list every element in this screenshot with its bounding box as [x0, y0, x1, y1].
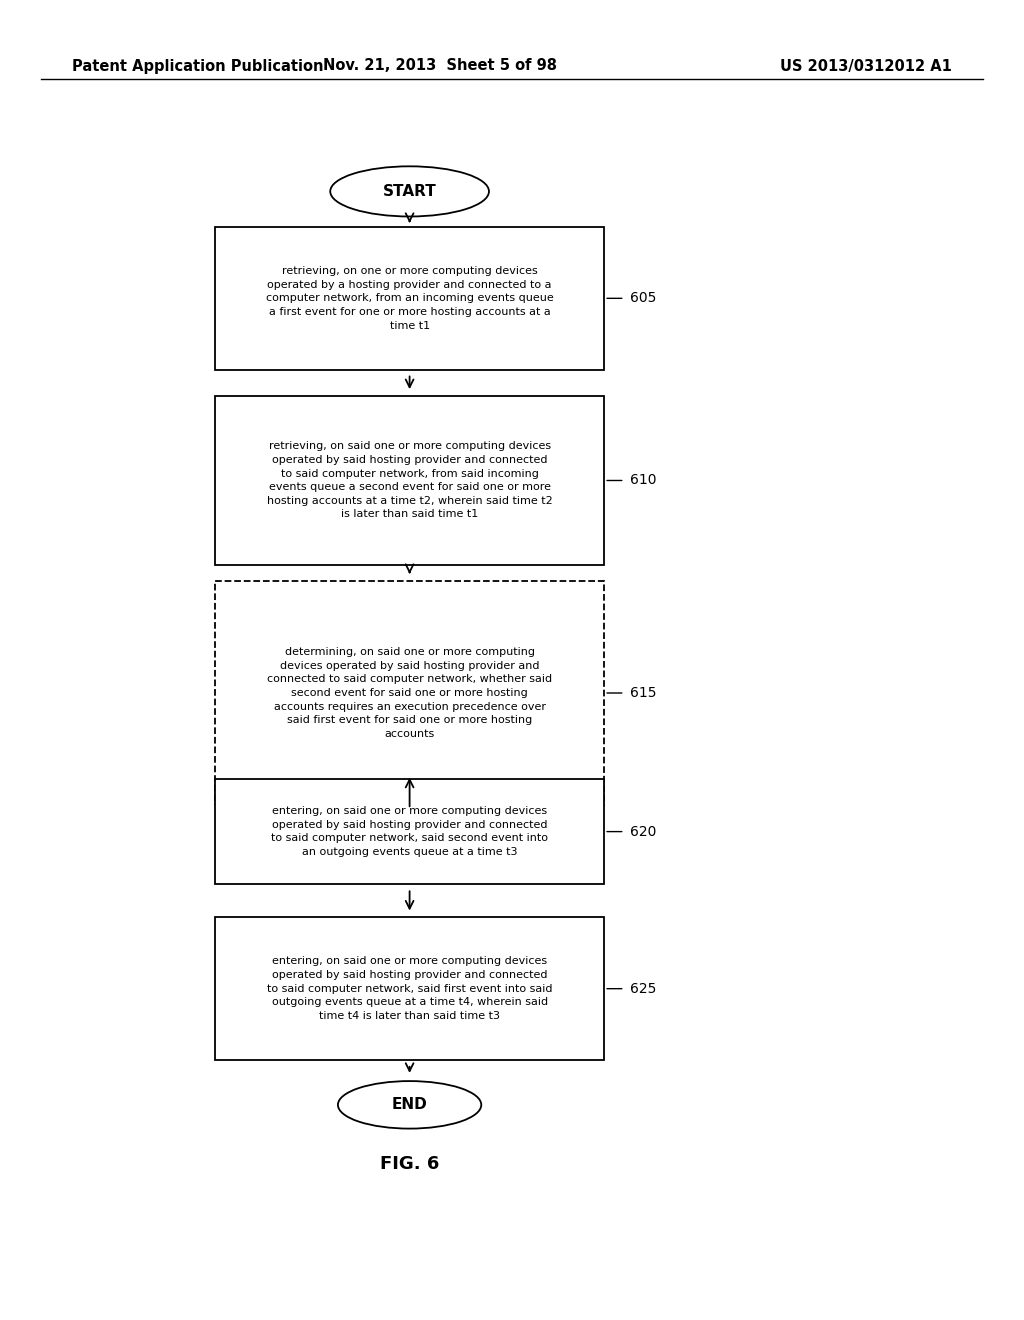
- FancyBboxPatch shape: [215, 581, 604, 805]
- Text: 615: 615: [630, 686, 656, 700]
- Text: 620: 620: [630, 825, 656, 838]
- Text: 605: 605: [630, 292, 656, 305]
- FancyBboxPatch shape: [215, 227, 604, 370]
- Text: determining, on said one or more computing
devices operated by said hosting prov: determining, on said one or more computi…: [267, 647, 552, 739]
- Text: START: START: [383, 183, 436, 199]
- Text: retrieving, on one or more computing devices
operated by a hosting provider and : retrieving, on one or more computing dev…: [265, 267, 554, 330]
- Text: FIG. 6: FIG. 6: [380, 1155, 439, 1173]
- Text: entering, on said one or more computing devices
operated by said hosting provide: entering, on said one or more computing …: [267, 957, 552, 1020]
- FancyBboxPatch shape: [215, 396, 604, 565]
- Text: Patent Application Publication: Patent Application Publication: [72, 58, 324, 74]
- Ellipse shape: [330, 166, 489, 216]
- Ellipse shape: [338, 1081, 481, 1129]
- Text: END: END: [392, 1097, 427, 1113]
- Text: US 2013/0312012 A1: US 2013/0312012 A1: [780, 58, 952, 74]
- FancyBboxPatch shape: [215, 779, 604, 884]
- Text: entering, on said one or more computing devices
operated by said hosting provide: entering, on said one or more computing …: [271, 807, 548, 857]
- Text: Nov. 21, 2013  Sheet 5 of 98: Nov. 21, 2013 Sheet 5 of 98: [324, 58, 557, 74]
- FancyBboxPatch shape: [215, 917, 604, 1060]
- Text: 610: 610: [630, 474, 656, 487]
- Text: retrieving, on said one or more computing devices
operated by said hosting provi: retrieving, on said one or more computin…: [266, 441, 553, 520]
- Text: 625: 625: [630, 982, 656, 995]
